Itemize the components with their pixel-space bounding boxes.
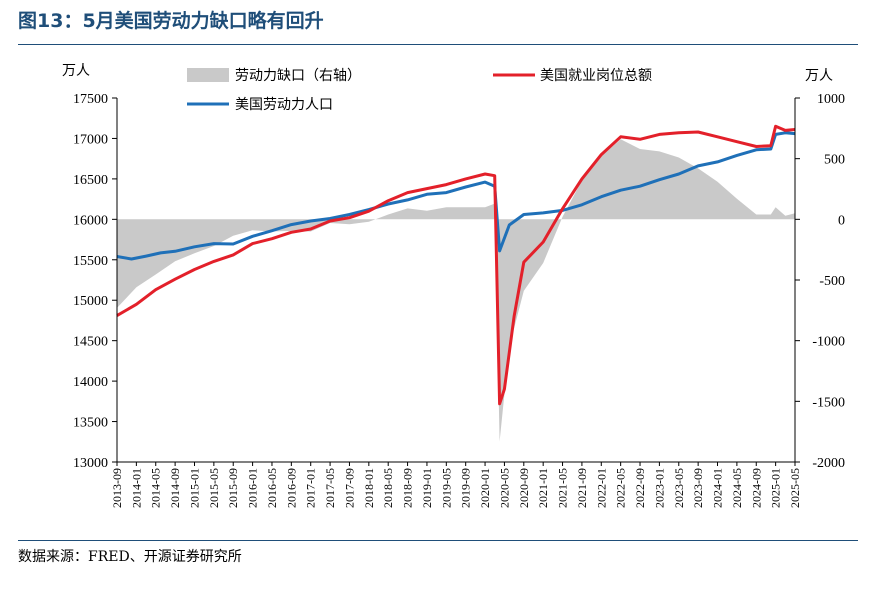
x-tick-label: 2020-01 bbox=[478, 468, 492, 508]
x-tick-label: 2023-05 bbox=[672, 468, 686, 508]
jobs-total-line bbox=[116, 124, 796, 406]
x-tick-label: 2017-01 bbox=[304, 468, 318, 508]
x-tick-label: 2014-01 bbox=[129, 468, 143, 508]
x-tick-label: 2022-09 bbox=[633, 468, 647, 508]
left-tick-label: 17000 bbox=[73, 132, 108, 147]
x-tick-label: 2016-09 bbox=[284, 468, 298, 508]
x-tick-label: 2016-05 bbox=[265, 468, 279, 508]
x-tick-label: 2024-01 bbox=[711, 468, 725, 508]
right-axis-unit: 万人 bbox=[805, 68, 833, 84]
source-note: 数据来源：FRED、开源证券研究所 bbox=[18, 549, 242, 565]
x-tick-label: 2019-09 bbox=[459, 468, 473, 508]
legend-gap-swatch bbox=[187, 68, 229, 82]
x-tick-label: 2020-09 bbox=[517, 468, 531, 508]
x-tick-label: 2015-01 bbox=[187, 468, 201, 508]
x-tick-label: 2021-01 bbox=[536, 468, 550, 508]
bottom-rule bbox=[18, 540, 858, 541]
right-tick-label: -2000 bbox=[812, 456, 845, 471]
x-tick-label: 2022-05 bbox=[614, 468, 628, 508]
x-tick-label: 2018-01 bbox=[362, 468, 376, 508]
x-tick-label: 2020-05 bbox=[497, 468, 511, 508]
left-tick-label: 17500 bbox=[73, 92, 108, 107]
legend-jobs-label: 美国就业岗位总额 bbox=[540, 68, 652, 84]
x-tick-label: 2023-09 bbox=[691, 468, 705, 508]
legend-gap-label: 劳动力缺口（右轴） bbox=[235, 68, 361, 84]
right-tick-label: 500 bbox=[824, 153, 845, 168]
left-tick-label: 14500 bbox=[73, 335, 108, 350]
left-tick-label: 16000 bbox=[73, 213, 108, 228]
left-tick-label: 15000 bbox=[73, 294, 108, 309]
left-tick-label: 16500 bbox=[73, 173, 108, 188]
right-tick-label: -500 bbox=[819, 274, 845, 289]
x-tick-label: 2015-09 bbox=[226, 468, 240, 508]
title-rule bbox=[18, 44, 858, 45]
labor-force-line bbox=[116, 131, 796, 261]
x-tick-label: 2018-09 bbox=[401, 468, 415, 508]
x-tick-label: 2021-05 bbox=[556, 468, 570, 508]
x-tick-label: 2022-01 bbox=[594, 468, 608, 508]
figure-title: 图13：5月美国劳动力缺口略有回升 bbox=[18, 10, 324, 32]
x-tick-label: 2024-09 bbox=[749, 468, 763, 508]
gap-area-layer bbox=[117, 139, 795, 442]
x-tick-label: 2025-01 bbox=[769, 468, 783, 508]
left-axis-unit: 万人 bbox=[62, 63, 90, 79]
left-tick-label: 14000 bbox=[73, 375, 108, 390]
axes-layer: 13000 13500 14000 14500 15000 15500 16000 16500… bbox=[62, 63, 845, 508]
left-tick-label: 13000 bbox=[73, 456, 108, 471]
x-tick-label: 2016-01 bbox=[246, 468, 260, 508]
x-tick-label: 2025-05 bbox=[788, 468, 802, 508]
x-tick-label: 2013-09 bbox=[110, 468, 124, 508]
x-tick-label: 2021-09 bbox=[575, 468, 589, 508]
x-tick-label: 2015-05 bbox=[207, 468, 221, 508]
right-tick-label: 0 bbox=[838, 213, 845, 228]
left-tick-label: 13500 bbox=[73, 416, 108, 431]
right-tick-label: -1500 bbox=[812, 395, 845, 410]
x-tick-label: 2018-05 bbox=[381, 468, 395, 508]
right-tick-label: -1000 bbox=[812, 335, 845, 350]
x-tick-label: 2019-05 bbox=[439, 468, 453, 508]
x-tick-label: 2019-01 bbox=[420, 468, 434, 508]
x-tick-label: 2017-09 bbox=[342, 468, 356, 508]
legend-labor-label: 美国劳动力人口 bbox=[235, 97, 333, 113]
x-tick-label: 2014-09 bbox=[168, 468, 182, 508]
gap-area bbox=[117, 139, 795, 442]
lines-layer bbox=[116, 124, 796, 406]
x-tick-label: 2024-05 bbox=[730, 468, 744, 508]
left-tick-label: 15500 bbox=[73, 254, 108, 269]
x-tick-label: 2023-01 bbox=[652, 468, 666, 508]
right-tick-label: 1000 bbox=[817, 92, 845, 107]
x-tick-label: 2014-05 bbox=[149, 468, 163, 508]
x-tick-label: 2017-05 bbox=[323, 468, 337, 508]
